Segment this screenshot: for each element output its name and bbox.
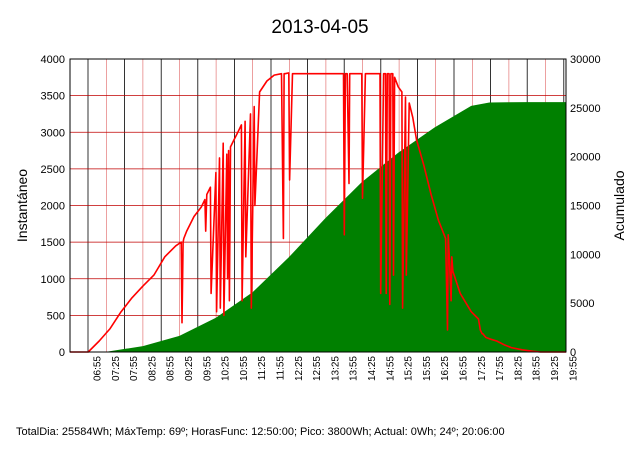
y-tick-label: 1500 <box>41 237 65 249</box>
chart-title: 2013-04-05 <box>271 17 368 38</box>
x-tick-label: 10:25 <box>221 356 232 381</box>
plot-area: 0 500 1000 1500 2000 2500 3000 3500 4000 0 5000 100… <box>41 54 601 381</box>
y-tick-label: 0 <box>59 347 65 359</box>
x-tick-label: 17:55 <box>495 356 506 381</box>
x-tick-label: 08:55 <box>166 356 177 381</box>
x-tick-label: 12:25 <box>294 356 305 381</box>
y-tick-label: 1000 <box>41 274 65 286</box>
x-tick-label: 16:25 <box>440 356 451 381</box>
series-acumulado-area <box>70 102 566 352</box>
y2-tick-label: 0 <box>570 347 576 359</box>
y2-tick-label: 20000 <box>570 152 601 164</box>
y2-tick-label: 10000 <box>570 249 601 261</box>
x-tick-label: 18:55 <box>532 356 543 381</box>
x-tick-label: 07:25 <box>111 356 122 381</box>
y2-tick-label: 5000 <box>570 298 594 310</box>
x-tick-label: 11:55 <box>276 356 287 381</box>
y-tick-label: 2000 <box>41 201 65 213</box>
x-tick-label: 06:55 <box>93 356 104 381</box>
x-tick-label: 19:55 <box>568 356 579 381</box>
x-tick-label: 10:55 <box>239 356 250 381</box>
x-tick-label: 19:25 <box>550 356 561 381</box>
y2-tick-label: 15000 <box>570 201 601 213</box>
y-tick-label: 3000 <box>41 127 65 139</box>
x-tick-label: 11:25 <box>257 356 268 381</box>
x-tick-label: 13:25 <box>330 356 341 381</box>
y-tick-label: 500 <box>47 310 65 322</box>
x-tick-label: 09:55 <box>202 356 213 381</box>
y-tick-label: 3500 <box>41 91 65 103</box>
y-axis-label: Instantáneo <box>14 169 30 242</box>
series-instantaneo-line <box>70 72 566 353</box>
x-tick-label: 07:55 <box>129 356 140 381</box>
chart: 2013-04-05 0 500 1000 1500 2000 2500 3000 3500 4… <box>14 17 627 381</box>
y2-tick-label: 30000 <box>570 54 601 66</box>
status-footer: TotalDia: 25584Wh; MáxTemp: 69º; HorasFu… <box>16 426 505 438</box>
x-tick-label: 18:25 <box>513 356 524 381</box>
x-tick-label: 08:25 <box>147 356 158 381</box>
x-tick-label: 12:55 <box>312 356 323 381</box>
x-tick-label: 14:55 <box>385 356 396 381</box>
plot-border <box>69 58 567 353</box>
y-tick-label: 2500 <box>41 164 65 176</box>
y2-axis-label: Acumulado <box>611 170 627 240</box>
x-tick-label: 17:25 <box>477 356 488 381</box>
x-tick-label: 15:25 <box>404 356 415 381</box>
x-tick-label: 15:55 <box>422 356 433 381</box>
x-tick-label: 16:55 <box>459 356 470 381</box>
y-tick-label: 4000 <box>41 54 65 66</box>
y2-tick-label: 25000 <box>570 103 601 115</box>
x-tick-label: 09:25 <box>184 356 195 381</box>
x-tick-label: 14:25 <box>367 356 378 381</box>
x-tick-label: 13:55 <box>349 356 360 381</box>
